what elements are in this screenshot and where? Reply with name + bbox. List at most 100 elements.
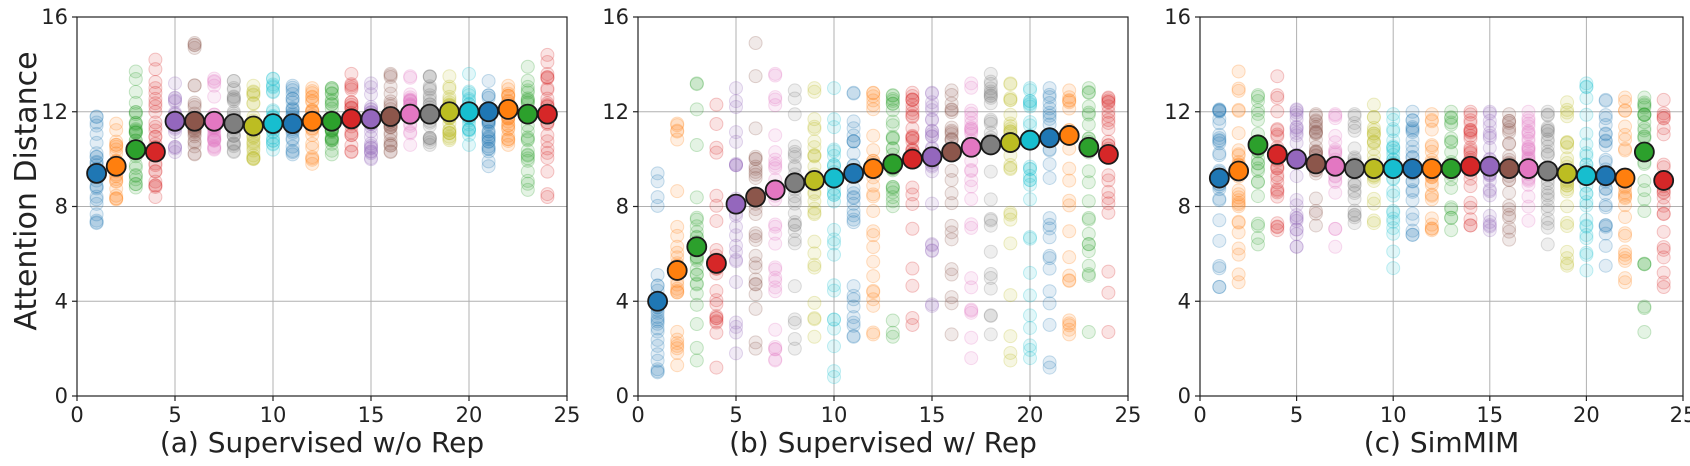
head-point [1308, 126, 1323, 141]
head-point [729, 134, 743, 149]
head-point [1347, 208, 1362, 223]
head-point [670, 228, 685, 243]
head-point [1062, 313, 1077, 328]
head-point [650, 364, 665, 379]
head-point [207, 141, 222, 156]
head-point [748, 248, 763, 263]
head-point [1598, 108, 1613, 123]
head-point [944, 87, 959, 102]
head-point [1386, 140, 1401, 155]
head-point [1231, 103, 1246, 118]
head-point [807, 295, 822, 310]
head-point [964, 330, 979, 345]
head-point [768, 98, 783, 113]
head-point [650, 312, 665, 327]
head-point [89, 207, 104, 222]
head-point [1270, 175, 1285, 190]
head-point [885, 118, 900, 133]
head-point [1502, 232, 1517, 247]
head-point [1637, 174, 1652, 189]
head-point [285, 78, 300, 93]
head-point [109, 123, 124, 138]
head-point [748, 260, 763, 275]
head-point [650, 324, 665, 339]
head-point [168, 93, 182, 108]
y-tick-label: 8 [1178, 195, 1191, 219]
head-point [944, 196, 959, 211]
head-point [807, 311, 822, 326]
head-point [1521, 124, 1536, 139]
head-point [748, 167, 763, 182]
head-point [944, 232, 959, 247]
head-point [344, 127, 359, 142]
head-point [1308, 108, 1323, 123]
head-point [1386, 261, 1401, 276]
head-point [364, 140, 378, 155]
head-point [846, 279, 861, 294]
head-point [650, 314, 665, 329]
head-point [305, 86, 320, 101]
head-point [885, 96, 900, 111]
head-point [1579, 194, 1594, 209]
head-point [1347, 115, 1362, 130]
mean-marker-layer-11 [1402, 158, 1423, 180]
mean-marker-layer-4 [1266, 143, 1288, 165]
head-point [807, 234, 822, 249]
head-point [1023, 159, 1037, 174]
head-point [1308, 117, 1323, 132]
head-point [1101, 205, 1116, 220]
head-point [709, 297, 724, 312]
head-point [1405, 212, 1420, 227]
head-point [364, 76, 378, 91]
head-point [670, 124, 685, 139]
head-point [885, 199, 900, 214]
head-point [246, 148, 261, 163]
head-point [226, 81, 241, 96]
head-point [109, 181, 124, 196]
head-point [1444, 210, 1459, 225]
head-point [187, 78, 202, 93]
head-point [925, 127, 939, 142]
head-point [1579, 146, 1594, 161]
head-point [1366, 126, 1381, 141]
head-point [246, 143, 261, 158]
head-point [1579, 76, 1594, 91]
mean-marker-layer-7 [764, 179, 786, 201]
head-point [983, 218, 998, 233]
head-point [226, 74, 241, 89]
mean-marker-layer-2 [105, 155, 127, 177]
head-point [226, 145, 241, 160]
head-point [944, 105, 959, 120]
head-point [187, 37, 202, 52]
head-point [226, 94, 241, 109]
head-point [905, 92, 920, 107]
mean-marker-layer-15 [360, 108, 382, 130]
head-point [885, 185, 900, 200]
head-point [807, 201, 822, 216]
head-point [1270, 90, 1285, 105]
head-point [670, 281, 685, 296]
head-point [748, 69, 763, 84]
head-point [1347, 203, 1362, 218]
head-point [128, 177, 143, 192]
head-point [1042, 251, 1057, 266]
head-point [787, 147, 802, 162]
head-point [1618, 189, 1633, 204]
head-point [1081, 85, 1096, 100]
head-point [1366, 134, 1381, 149]
head-point [729, 315, 743, 330]
head-point [481, 124, 496, 139]
head-point [266, 71, 280, 86]
head-point [1579, 91, 1594, 106]
head-point [501, 132, 516, 147]
head-point [1618, 244, 1633, 259]
head-point [1386, 203, 1401, 218]
head-point [383, 144, 398, 159]
head-point [866, 298, 881, 313]
head-point [729, 158, 743, 173]
head-point [383, 138, 398, 153]
head-point [1347, 119, 1362, 134]
head-point [964, 122, 979, 137]
head-point [1231, 225, 1246, 240]
head-point [540, 150, 555, 165]
